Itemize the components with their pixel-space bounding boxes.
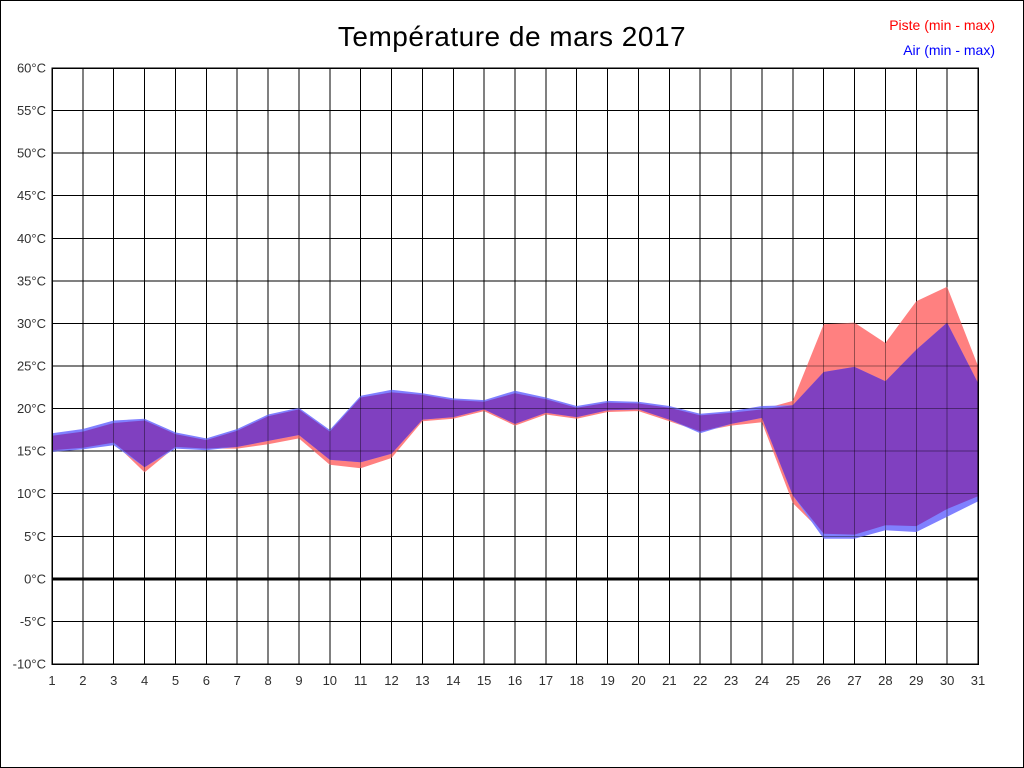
- x-tick-label: 13: [415, 673, 429, 688]
- y-tick-label: -10°C: [13, 657, 46, 672]
- x-tick-label: 5: [172, 673, 179, 688]
- y-tick-label: 35°C: [17, 273, 46, 288]
- x-tick-label: 24: [755, 673, 769, 688]
- y-tick-label: 10°C: [17, 486, 46, 501]
- x-tick-label: 21: [662, 673, 676, 688]
- legend-air: Air (min - max): [889, 38, 995, 63]
- x-tick-label: 19: [600, 673, 614, 688]
- x-tick-label: 10: [323, 673, 337, 688]
- gridlines-over: [52, 68, 978, 664]
- x-tick-label: 20: [631, 673, 645, 688]
- x-tick-label: 4: [141, 673, 148, 688]
- legend-air-label: Air (min - max): [903, 42, 995, 58]
- y-tick-label: 30°C: [17, 316, 46, 331]
- x-tick-label: 25: [786, 673, 800, 688]
- y-tick-label: 0°C: [24, 571, 46, 586]
- legend-piste: Piste (min - max): [889, 13, 995, 38]
- x-tick-label: 12: [384, 673, 398, 688]
- y-tick-label: -5°C: [20, 614, 46, 629]
- y-tick-label: 25°C: [17, 359, 46, 374]
- x-tick-label: 27: [847, 673, 861, 688]
- x-tick-label: 7: [234, 673, 241, 688]
- x-tick-label: 26: [816, 673, 830, 688]
- tick-labels: -10°C -5°C 0°C 5°C 10°C 15°C 20°C 25°C 30°C 35°C 4…: [13, 61, 986, 689]
- x-tick-label: 15: [477, 673, 491, 688]
- y-tick-label: 40°C: [17, 231, 46, 246]
- x-tick-label: 22: [693, 673, 707, 688]
- temperature-bands: [52, 286, 978, 539]
- x-tick-label: 30: [940, 673, 954, 688]
- y-tick-label: 5°C: [24, 529, 46, 544]
- overlap-band: [52, 322, 978, 535]
- x-tick-label: 16: [508, 673, 522, 688]
- x-tick-label: 8: [264, 673, 271, 688]
- x-tick-label: 29: [909, 673, 923, 688]
- chart-title: Température de mars 2017: [337, 21, 687, 52]
- x-tick-label: 11: [354, 673, 368, 688]
- x-tick-label: 14: [446, 673, 460, 688]
- x-tick-label: 9: [295, 673, 302, 688]
- x-tick-label: 23: [724, 673, 738, 688]
- y-tick-label: 20°C: [17, 401, 46, 416]
- y-tick-label: 50°C: [17, 146, 46, 161]
- legend-piste-label: Piste (min - max): [889, 17, 995, 33]
- legend: Piste (min - max) Air (min - max): [889, 13, 995, 63]
- x-tick-label: 2: [79, 673, 86, 688]
- x-tick-label: 31: [971, 673, 985, 688]
- x-tick-label: 28: [878, 673, 892, 688]
- plot-border: [51, 67, 979, 665]
- x-tick-label: 18: [569, 673, 583, 688]
- y-tick-label: 60°C: [17, 61, 46, 76]
- x-tick-label: 1: [48, 673, 55, 688]
- x-tick-label: 3: [110, 673, 117, 688]
- y-tick-label: 15°C: [17, 444, 46, 459]
- x-tick-label: 17: [539, 673, 553, 688]
- y-tick-label: 45°C: [17, 188, 46, 203]
- x-tick-label: 6: [203, 673, 210, 688]
- y-tick-label: 55°C: [17, 103, 46, 118]
